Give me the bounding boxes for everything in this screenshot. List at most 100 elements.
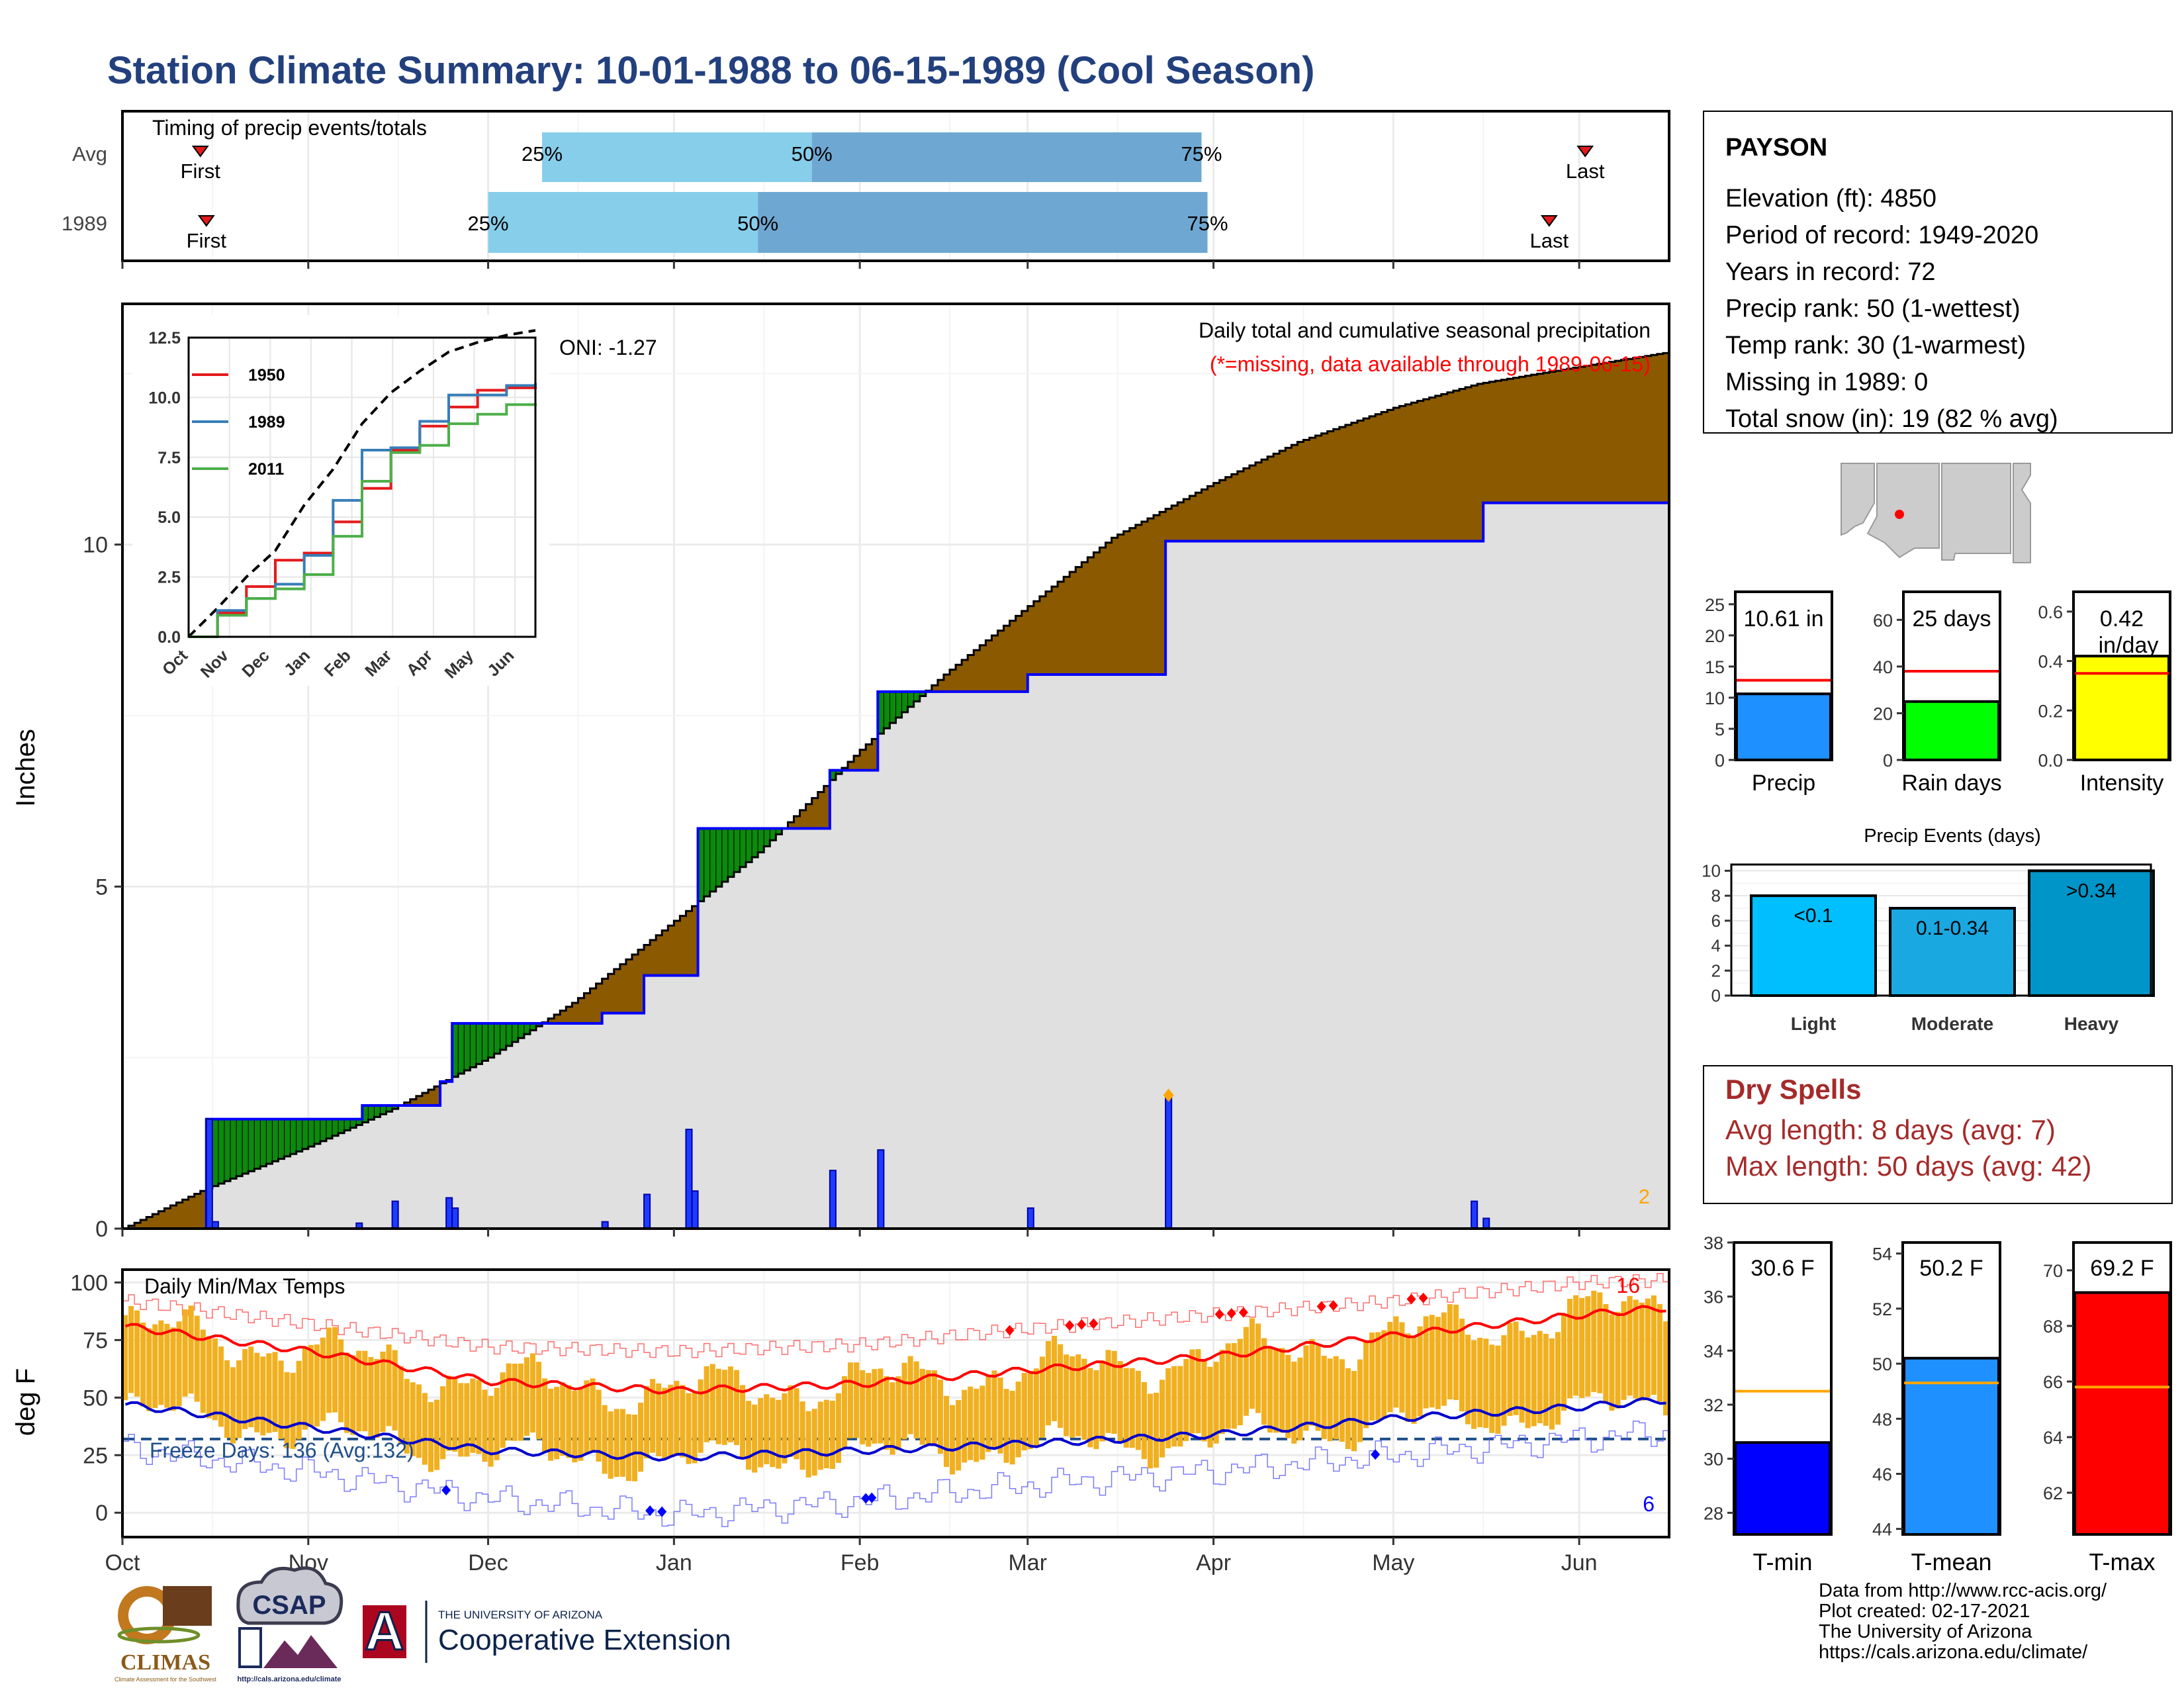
daily-temp-bar [272,1352,278,1432]
csap-logo-url: http://cals.arizona.edu/climate [237,1675,341,1683]
y-tick-label: 50 [83,1385,108,1411]
daily-temp-bar [1369,1333,1375,1421]
csap-logo: CSAP http://cals.arizona.edu/climate [236,1566,343,1683]
daily-temp-bar [1279,1348,1285,1433]
temp-ylabel: deg F [11,1368,40,1436]
inset-y-tick-label: 0.0 [158,628,181,647]
daily-temp-bar [350,1355,356,1435]
daily-temp-bar [727,1366,733,1442]
summary-panel-t-min: 28 30 32 34 36 38 30.6 F T-min [1704,1233,1833,1575]
y-tick-label: 32 [1704,1395,1723,1415]
daily-temp-bar [529,1353,536,1433]
daily-temp-bar [739,1385,746,1458]
summary-category-label: T-mean [1911,1548,1991,1575]
daily-temp-bar [848,1362,854,1438]
summary-panel-rain-days: 0 20 40 60 25 days Rain days [1873,590,2002,796]
daily-temp-bar [608,1411,614,1479]
daily-temp-bar [440,1386,446,1460]
x-tick-label: Jun [1561,1550,1598,1575]
freeze-days-label: Freeze Days: 136 (Avg:132) [150,1438,414,1462]
daily-temp-bar [200,1329,206,1413]
record-high-marker [1089,1318,1099,1329]
daily-temp-bar [1417,1326,1423,1417]
station-location-dot [1895,510,1904,519]
daily-temp-bar [428,1402,434,1472]
inset-y-tick-label: 5.0 [158,508,181,527]
y-tick-label: 66 [2043,1372,2063,1392]
summary-value-label: 0.42 [2100,606,2144,632]
daily-temp-bar [1315,1345,1321,1431]
daily-temp-bar [1399,1322,1405,1413]
daily-temp-bar [674,1381,680,1454]
y-tick-label: 15 [1705,657,1725,677]
daily-temp-bar [860,1370,866,1444]
inset-y-tick-label: 2.5 [158,569,181,587]
daily-temp-bar [686,1393,692,1464]
daily-temp-bar [1591,1290,1597,1392]
daily-temp-bar [709,1364,715,1441]
record-high-marker [1214,1309,1224,1320]
inset-series-2011 [189,403,537,638]
dry-spells-avg: Avg length: 8 days (avg: 7) [1725,1114,2056,1145]
dry-spells-box: Dry Spells Avg length: 8 days (avg: 7) M… [1703,1065,2173,1204]
daily-temp-bar [1160,1380,1165,1458]
daily-temp-bar [878,1368,884,1444]
precip-event-category-label: Heavy [2064,1013,2119,1034]
daily-temp-bar [1651,1295,1657,1395]
y-tick-label: 68 [2043,1317,2063,1336]
y-tick-label: 10 [83,533,108,558]
timing-first-marker [191,146,209,158]
y-tick-label: 60 [1873,610,1893,630]
daily-temp-bar [1081,1358,1087,1440]
daily-precip-bar [1471,1200,1479,1229]
footer-line: Plot created: 02-17-2021 [1819,1601,2030,1622]
missing-count-label: 2 [1639,1185,1650,1208]
summary-value-label: 30.6 F [1751,1256,1814,1281]
record-high-marker [1328,1300,1338,1311]
daily-temp-bar [212,1338,218,1421]
daily-precip-bar [643,1194,651,1230]
timing-bar-50-75 [758,192,1208,253]
precip-events-chart: Precip Events (days) <0.1 0.1-0.34 >0.34 0… [1702,825,2155,1034]
summary-panel-t-mean: 44 46 48 50 52 54 50.2 F T-mean [1872,1241,2001,1575]
summary-category-label: Precip [1752,771,1815,796]
daily-temp-bar [1471,1340,1477,1429]
daily-temp-bar [1375,1332,1381,1421]
daily-temp-bar [1087,1368,1093,1448]
y-tick-label: 40 [1873,657,1893,677]
daily-temp-bar [374,1359,380,1438]
daily-temp-bar [344,1352,350,1433]
below-average-deficit-area [128,353,1670,1229]
precip-event-bar-light [1750,894,1877,997]
station-info-line: Precip rank: 50 (1-wettest) [1725,295,2021,323]
daily-temp-bar [1357,1359,1363,1442]
precip-event-bar-label: 0.1-0.34 [1916,917,1989,939]
daily-temp-bar [1405,1333,1411,1422]
daily-temp-bar [985,1376,991,1452]
inset-y-tick-label: 10.0 [148,389,181,407]
daily-temp-bar [1657,1304,1662,1402]
daily-temp-bar [1435,1317,1441,1409]
footer-line: Data from http://www.rcc-acis.org/ [1819,1580,2107,1601]
daily-temp-bar [134,1310,140,1397]
timing-label-50: 50% [792,142,833,165]
daily-temp-bar [458,1383,464,1457]
daily-temp-bar [1039,1356,1045,1438]
y-tick-label: 5 [1715,720,1725,739]
daily-temp-bar [746,1401,752,1470]
x-tick-label: May [1372,1550,1414,1575]
daily-temp-bar [979,1385,985,1460]
summary-value-label: 10.61 in [1744,606,1824,632]
daily-temp-bar [1615,1311,1621,1409]
daily-temp-bar [1447,1304,1453,1399]
daily-temp-bar [1501,1335,1507,1426]
temp-chart-title: Daily Min/Max Temps [144,1274,345,1298]
y-tick-label: 100 [70,1270,108,1295]
summary-category-label: T-min [1753,1548,1813,1575]
y-tick-label: 0 [95,1501,108,1526]
daily-temp-bar [170,1327,176,1411]
daily-temp-bar [182,1309,188,1397]
daily-temp-bar [631,1415,637,1481]
timing-label-75: 75% [1187,212,1228,235]
y-tick-label: 20 [1873,704,1893,724]
